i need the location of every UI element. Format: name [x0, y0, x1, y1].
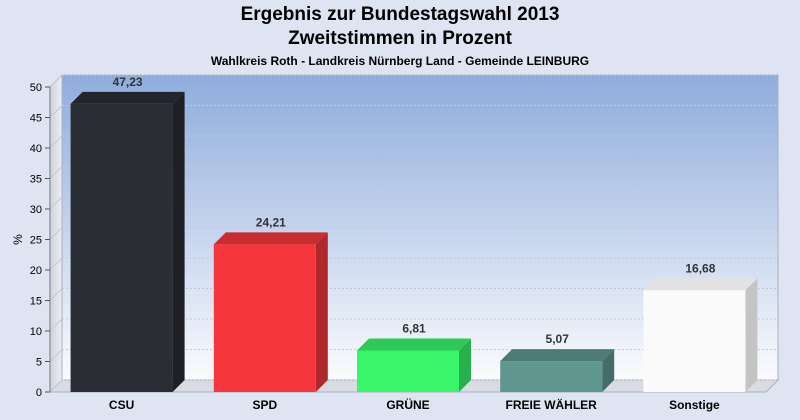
y-tick-label: 30 — [30, 204, 42, 216]
gridline-side — [49, 257, 63, 271]
x-category-label: Sonstige — [669, 398, 720, 412]
bar-side — [745, 278, 758, 392]
bar-value-label: 24,21 — [256, 215, 286, 229]
bar-top — [643, 278, 758, 291]
bar — [500, 361, 603, 392]
x-category-label: FREIE WÄHLER — [506, 397, 598, 412]
bar-top — [70, 91, 185, 104]
y-tick-label: 40 — [30, 143, 42, 155]
y-tick-label: 35 — [30, 174, 42, 186]
y-tick-label: 25 — [30, 235, 42, 247]
y-tick-label: 45 — [30, 113, 42, 125]
gridline-side — [49, 379, 63, 393]
gridline-side — [49, 105, 63, 118]
gridline-side — [49, 349, 63, 362]
chart-title: Ergebnis zur Bundestagswahl 2013 — [240, 4, 560, 25]
bar-side — [602, 349, 615, 392]
bar-top — [213, 232, 328, 245]
y-tick-label: 20 — [30, 265, 42, 277]
y-axis-label: % — [11, 234, 25, 245]
bar — [643, 290, 746, 392]
gridline-side — [49, 288, 63, 301]
x-category-label: GRÜNE — [386, 397, 429, 412]
y-tick-label: 15 — [30, 296, 42, 308]
y-tick-label: 50 — [30, 82, 42, 94]
bar-side — [459, 338, 471, 392]
bar-value-label: 16,68 — [685, 261, 715, 275]
bar-side — [172, 91, 185, 392]
bar — [213, 244, 316, 392]
gridline-side — [49, 318, 63, 332]
bar-value-label: 6,81 — [402, 321, 426, 335]
chart-subtitle: Zweitstimmen in Prozent — [288, 28, 512, 49]
bar-value-label: 5,07 — [546, 332, 570, 346]
gridline-side — [49, 166, 63, 179]
bar-side — [315, 232, 328, 392]
chart-caption: Wahlkreis Roth - Landkreis Nürnberg Land… — [210, 54, 590, 68]
y-tick-label: 0 — [36, 387, 42, 399]
y-tick-label: 10 — [30, 326, 42, 338]
x-category-label: CSU — [109, 398, 134, 412]
bar-top — [357, 338, 471, 351]
bar — [357, 350, 459, 392]
bar — [70, 103, 173, 392]
y-tick-label: 5 — [36, 357, 42, 369]
bar-top — [500, 349, 615, 362]
gridline-side — [49, 74, 63, 88]
gridline-side — [49, 196, 63, 210]
bar-value-label: 47,23 — [113, 75, 143, 89]
gridline-side — [49, 135, 63, 149]
x-category-label: SPD — [252, 398, 277, 412]
gridline-side — [49, 227, 63, 240]
